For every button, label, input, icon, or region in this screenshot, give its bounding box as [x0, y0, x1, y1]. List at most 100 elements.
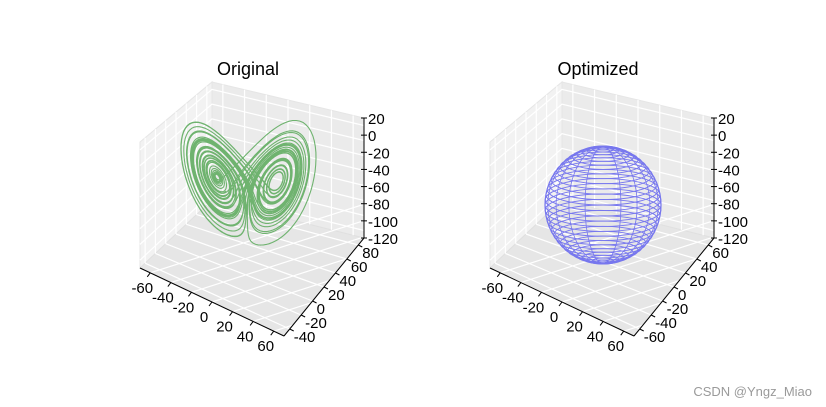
z-tick-label: -40	[718, 162, 740, 179]
y-tick	[289, 328, 294, 332]
y-tick-label: -40	[294, 329, 316, 346]
x-tick	[208, 301, 213, 307]
z-grid-line	[139, 88, 365, 151]
y-tick-label: 80	[362, 245, 379, 262]
x-tick-label: -60	[131, 280, 153, 297]
x-tick	[579, 311, 583, 317]
x-tick	[249, 321, 254, 326]
y-tick	[639, 328, 644, 332]
z-grid-line	[139, 191, 365, 261]
y-tick	[335, 272, 340, 276]
z-tick-label: 0	[718, 128, 726, 145]
x-grid-line	[500, 204, 713, 274]
z-grid-line	[489, 88, 715, 151]
z-tick-label: -60	[718, 180, 740, 197]
y-tick	[685, 272, 690, 276]
y-grid-line	[155, 252, 302, 316]
x-tick	[538, 291, 542, 297]
x-tick	[599, 321, 604, 326]
x-tick-label: 60	[257, 338, 274, 355]
x-tick-label: -20	[523, 299, 545, 316]
y-tick	[346, 258, 352, 262]
y-tick	[312, 300, 317, 304]
subplot-original: -60-40-200204060-40-20020406080200-20-40…	[131, 59, 486, 355]
x-tick-label: -40	[502, 290, 524, 307]
y-tick	[650, 314, 656, 318]
z-tick-label: -80	[368, 197, 390, 214]
z-grid-line	[489, 118, 715, 182]
z-tick-label: 20	[368, 111, 385, 128]
z-tick-label: -120	[718, 231, 748, 248]
x-grid-line	[561, 233, 775, 303]
z-tick-label: 20	[718, 111, 735, 128]
x-tick	[270, 330, 275, 336]
x-tick-label: 20	[566, 319, 583, 336]
z-tick-label: -20	[718, 145, 740, 162]
z-tick-label: -100	[718, 214, 748, 231]
chart-title: Optimized	[557, 59, 638, 79]
y-tick	[708, 244, 713, 248]
x-tick	[496, 272, 501, 278]
z-grid-line	[139, 132, 365, 198]
y-tick	[673, 286, 679, 290]
y-tick	[662, 300, 667, 304]
x-tick-label: 0	[200, 309, 208, 326]
x-tick	[188, 291, 192, 297]
x-grid-line	[211, 233, 425, 303]
z-grid-line	[489, 191, 715, 261]
x-tick	[167, 282, 172, 287]
x-tick-label: -60	[481, 280, 503, 297]
z-grid-line	[489, 147, 715, 214]
y-tick	[358, 244, 363, 248]
z-tick-label: -60	[368, 180, 390, 197]
z-tick-label: -40	[368, 162, 390, 179]
y-tick	[696, 258, 702, 262]
y-tick	[300, 314, 306, 318]
y-tick-label: 0	[317, 301, 325, 318]
y-tick-label: 40	[701, 259, 718, 276]
y-tick-label: 20	[328, 287, 345, 304]
z-grid-line	[139, 103, 365, 167]
x-tick-label: 0	[550, 309, 558, 326]
y-tick-label: 60	[351, 259, 368, 276]
y-tick-label: 40	[339, 273, 356, 290]
x-tick-label: -40	[152, 290, 174, 307]
x-tick	[146, 272, 151, 278]
x-tick-label: 20	[216, 319, 233, 336]
trajectory-line	[180, 119, 317, 246]
chart-title: Original	[217, 59, 279, 79]
y-grid-line	[505, 252, 652, 316]
y-grid-line	[515, 243, 663, 302]
x-tick-label: 40	[237, 328, 254, 345]
sphere-outline	[544, 146, 662, 264]
x-grid-line	[150, 204, 363, 274]
x-grid-line	[191, 223, 404, 293]
z-grid-line	[489, 132, 715, 198]
x-tick	[229, 311, 233, 317]
y-tick-label: 0	[678, 287, 686, 304]
x-grid-line	[541, 223, 754, 293]
z-grid-line	[489, 103, 715, 167]
y-tick-label: -20	[667, 301, 689, 318]
z-tick-label: -80	[718, 197, 740, 214]
x-grid-line	[623, 265, 826, 332]
y-tick-label: -60	[644, 329, 666, 346]
z-grid-line	[139, 118, 365, 182]
x-tick	[620, 330, 625, 336]
x-tick-label: -20	[173, 299, 195, 316]
watermark: CSDN @Yngz_Miao	[693, 384, 812, 399]
z-tick-label: -100	[368, 214, 398, 231]
data-series	[544, 145, 662, 265]
x-grid-line	[273, 262, 486, 332]
y-grid-line	[546, 213, 698, 260]
subplot-optimized: -60-40-200204060-60-40-200204060200-20-4…	[481, 59, 826, 355]
x-tick-label: 60	[607, 338, 624, 355]
x-tick	[517, 282, 522, 287]
y-grid-line	[165, 243, 313, 302]
z-grid-line	[139, 162, 365, 230]
y-grid-line	[175, 233, 325, 288]
x-tick-label: 40	[587, 328, 604, 345]
y-grid-line	[186, 223, 336, 274]
y-tick-label: 20	[689, 273, 706, 290]
